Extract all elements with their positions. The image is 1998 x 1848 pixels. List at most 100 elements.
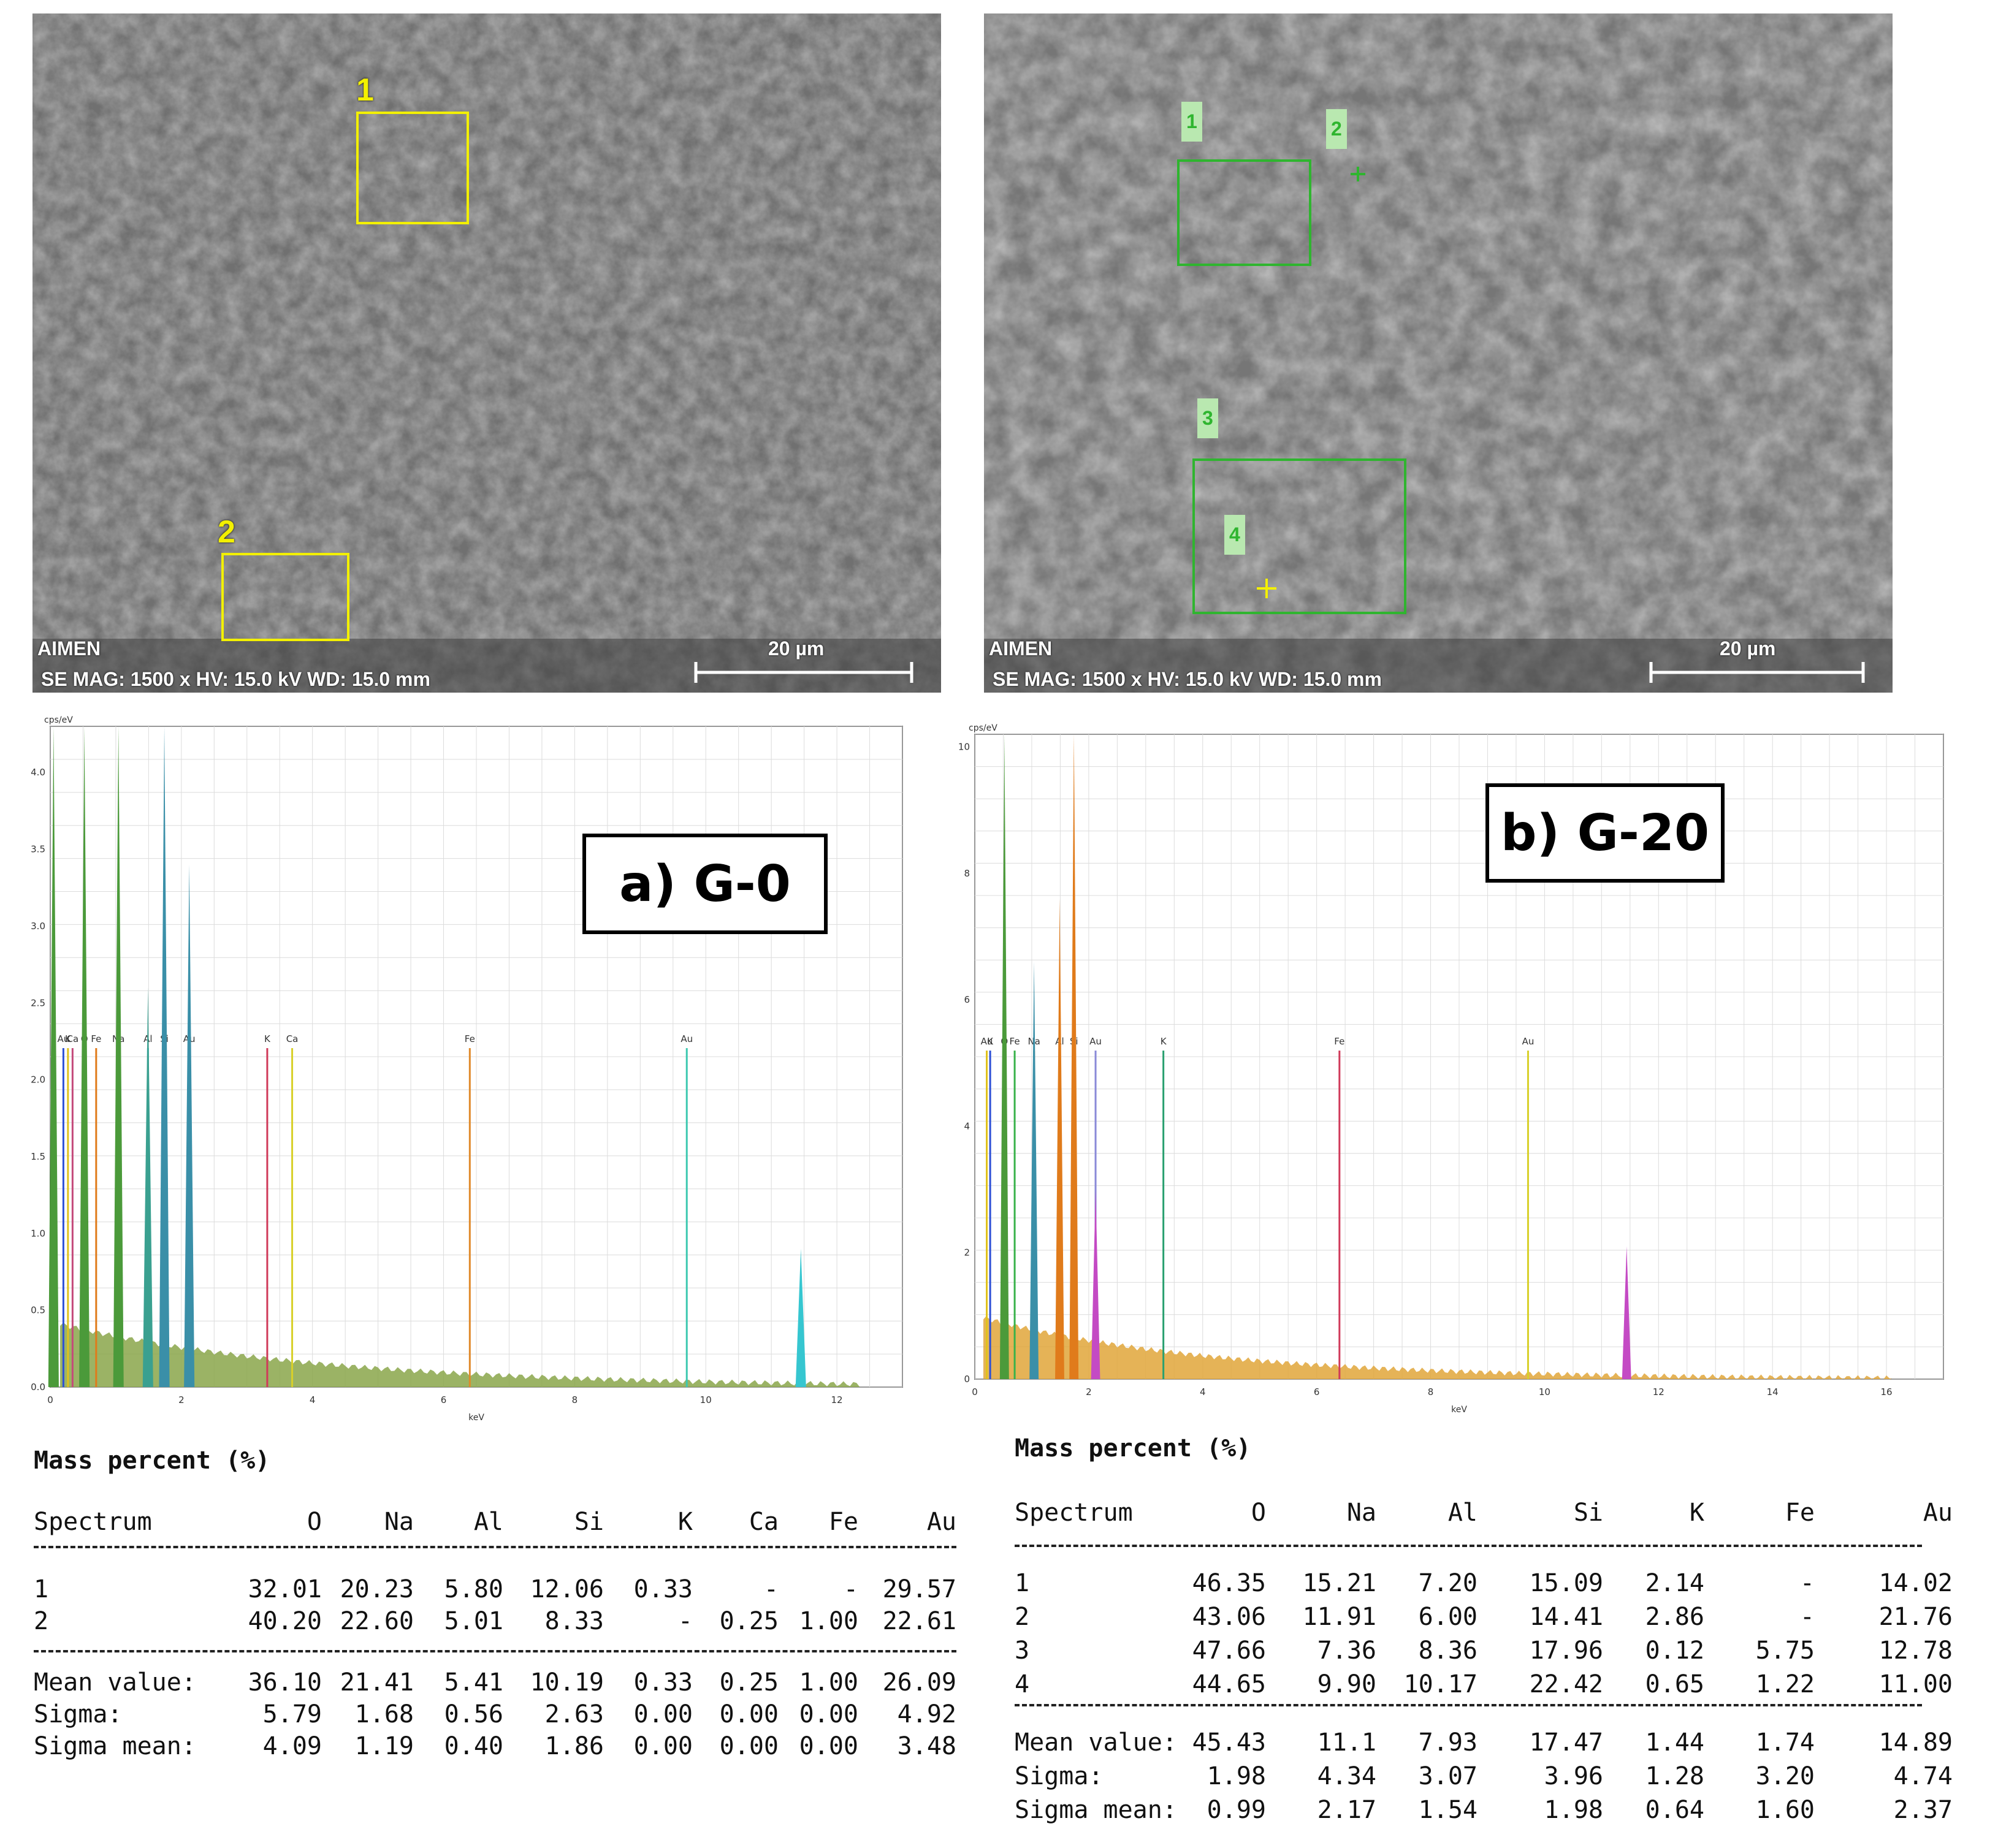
table-cell: - xyxy=(1799,1569,1815,1597)
y-tick-label: 10 xyxy=(958,742,970,753)
table-header-cell: Al xyxy=(473,1508,503,1536)
table-cell: 8.36 xyxy=(1418,1637,1478,1665)
y-tick-label: 2 xyxy=(964,1247,970,1258)
table-stat-cell: 10.19 xyxy=(530,1668,604,1697)
table-cell: 1 xyxy=(34,1575,49,1603)
table-stat-cell: 1.86 xyxy=(544,1732,604,1760)
table-cell: 22.42 xyxy=(1529,1670,1603,1698)
x-tick-label: 4 xyxy=(310,1394,316,1405)
table-cell: 15.21 xyxy=(1302,1569,1376,1597)
table-stat-cell: 2.17 xyxy=(1317,1796,1376,1824)
table-cell: 21.76 xyxy=(1878,1603,1953,1631)
table-cell: 8.33 xyxy=(544,1607,604,1635)
table-stat-cell: Mean value: xyxy=(1015,1728,1177,1757)
table-cell: 22.61 xyxy=(882,1607,956,1635)
table-cell: 2.86 xyxy=(1645,1603,1704,1631)
table-cell: 7.20 xyxy=(1418,1569,1478,1597)
element-label-ca: Ca xyxy=(67,1033,79,1044)
table-stat-cell: 1.00 xyxy=(799,1668,858,1697)
spectrum-peak xyxy=(79,726,90,1387)
y-tick-label: 0.0 xyxy=(31,1382,45,1393)
x-tick-label: 8 xyxy=(1428,1386,1434,1397)
spectrum-label-box-g0: a) G-0 xyxy=(582,834,828,934)
table-stat-cell: 17.47 xyxy=(1529,1728,1603,1757)
table-cell: - xyxy=(677,1607,693,1635)
table-stat-cell: 1.74 xyxy=(1755,1728,1815,1757)
table-cell: 5.01 xyxy=(444,1607,503,1635)
x-tick-label: 12 xyxy=(831,1394,843,1405)
element-label-k: K xyxy=(1161,1036,1167,1047)
table-cell: 0.33 xyxy=(633,1575,693,1603)
table-stat-cell: 36.10 xyxy=(248,1668,322,1697)
table-stat-cell: 0.00 xyxy=(719,1700,779,1728)
table-divider xyxy=(34,1546,956,1548)
point-marker-4 xyxy=(1257,579,1276,598)
table-cell: 40.20 xyxy=(248,1607,322,1635)
table-stat-cell: 4.09 xyxy=(262,1732,322,1760)
element-label-fe: Fe xyxy=(1334,1036,1344,1047)
point-marker-2 xyxy=(1351,167,1365,181)
table-cell: 2.14 xyxy=(1645,1569,1704,1597)
table-cell: 11.91 xyxy=(1302,1603,1376,1631)
spectrum-peak xyxy=(1622,1246,1631,1379)
table-header-cell: Na xyxy=(1346,1499,1376,1527)
table-cell: 1.22 xyxy=(1755,1670,1815,1698)
table-stat-cell: 1.68 xyxy=(354,1700,414,1728)
y-unit-label: cps/eV xyxy=(44,715,73,725)
sem-image-g0: 1 2 AIMEN SE MAG: 1500 x HV: 15.0 kV WD:… xyxy=(32,13,941,693)
table-cell: 6.00 xyxy=(1418,1603,1478,1631)
element-label-fe: Fe xyxy=(1010,1036,1020,1047)
table-stat-cell: Sigma mean: xyxy=(1015,1796,1177,1824)
table-stat-cell: 3.20 xyxy=(1755,1762,1815,1790)
table-header-cell: O xyxy=(1251,1499,1266,1527)
table-stat-cell: Sigma: xyxy=(34,1700,123,1728)
table-cell: 5.80 xyxy=(444,1575,503,1603)
spectrum-svg-g20: cps/eVkeV02468101214160246810KAuOFeNaAlS… xyxy=(958,723,1944,1415)
y-tick-label: 1.5 xyxy=(31,1151,45,1162)
y-tick-label: 1.0 xyxy=(31,1228,45,1239)
table-stat-cell: 4.74 xyxy=(1893,1762,1953,1790)
table-cell: 44.65 xyxy=(1192,1670,1266,1698)
x-unit-label: keV xyxy=(1451,1405,1467,1415)
spectrum-peak xyxy=(113,726,124,1387)
spectrum-peak xyxy=(184,864,195,1387)
x-tick-label: 0 xyxy=(47,1394,53,1405)
y-tick-label: 6 xyxy=(964,994,970,1005)
x-tick-label: 14 xyxy=(1767,1386,1779,1397)
spectrum-continuum xyxy=(983,1316,1895,1379)
table-cell: 0.12 xyxy=(1645,1637,1704,1665)
table-stat-cell: 26.09 xyxy=(882,1668,956,1697)
spectrum-continuum xyxy=(60,1322,860,1387)
region-marker-2: 2 xyxy=(218,514,235,550)
table-cell: 14.41 xyxy=(1529,1603,1603,1631)
region-marker-1: 1 xyxy=(356,72,374,108)
region-box-1 xyxy=(356,112,469,224)
spectrum-peak xyxy=(999,734,1009,1379)
table-stat-cell: 2.63 xyxy=(544,1700,604,1728)
spectrum-peak xyxy=(48,726,59,1387)
table-cell: 3 xyxy=(1015,1637,1030,1665)
spectrum-peak xyxy=(1091,1189,1100,1379)
table-header-cell: O xyxy=(307,1508,322,1536)
y-unit-label: cps/eV xyxy=(969,723,997,733)
table-cell: 2 xyxy=(34,1607,49,1635)
element-label-k: K xyxy=(65,1033,72,1044)
table-cell: 20.23 xyxy=(340,1575,414,1603)
element-label-au: Au xyxy=(1522,1036,1535,1047)
spectrum-chart-g20: cps/eVkeV02468101214160246810KAuOFeNaAlS… xyxy=(938,717,1998,1422)
region-marker-3: 3 xyxy=(1197,398,1218,438)
x-tick-label: 10 xyxy=(1539,1386,1550,1397)
spectrum-peak xyxy=(795,1249,806,1387)
table-stat-cell: 4.34 xyxy=(1317,1762,1376,1790)
table-stat-cell: 1.98 xyxy=(1544,1796,1603,1824)
table-stat-cell: 1.19 xyxy=(354,1732,414,1760)
table-stat-cell: 4.92 xyxy=(897,1700,956,1728)
table-cell: - xyxy=(763,1575,779,1603)
table-stat-cell: 1.54 xyxy=(1418,1796,1478,1824)
element-label-au: Au xyxy=(981,1036,993,1047)
sem-texture xyxy=(984,13,1893,693)
y-tick-label: 3.0 xyxy=(31,921,45,932)
table-cell: 0.65 xyxy=(1645,1670,1704,1698)
sem-brand: AIMEN xyxy=(989,637,1053,660)
sem-brand: AIMEN xyxy=(37,637,101,660)
